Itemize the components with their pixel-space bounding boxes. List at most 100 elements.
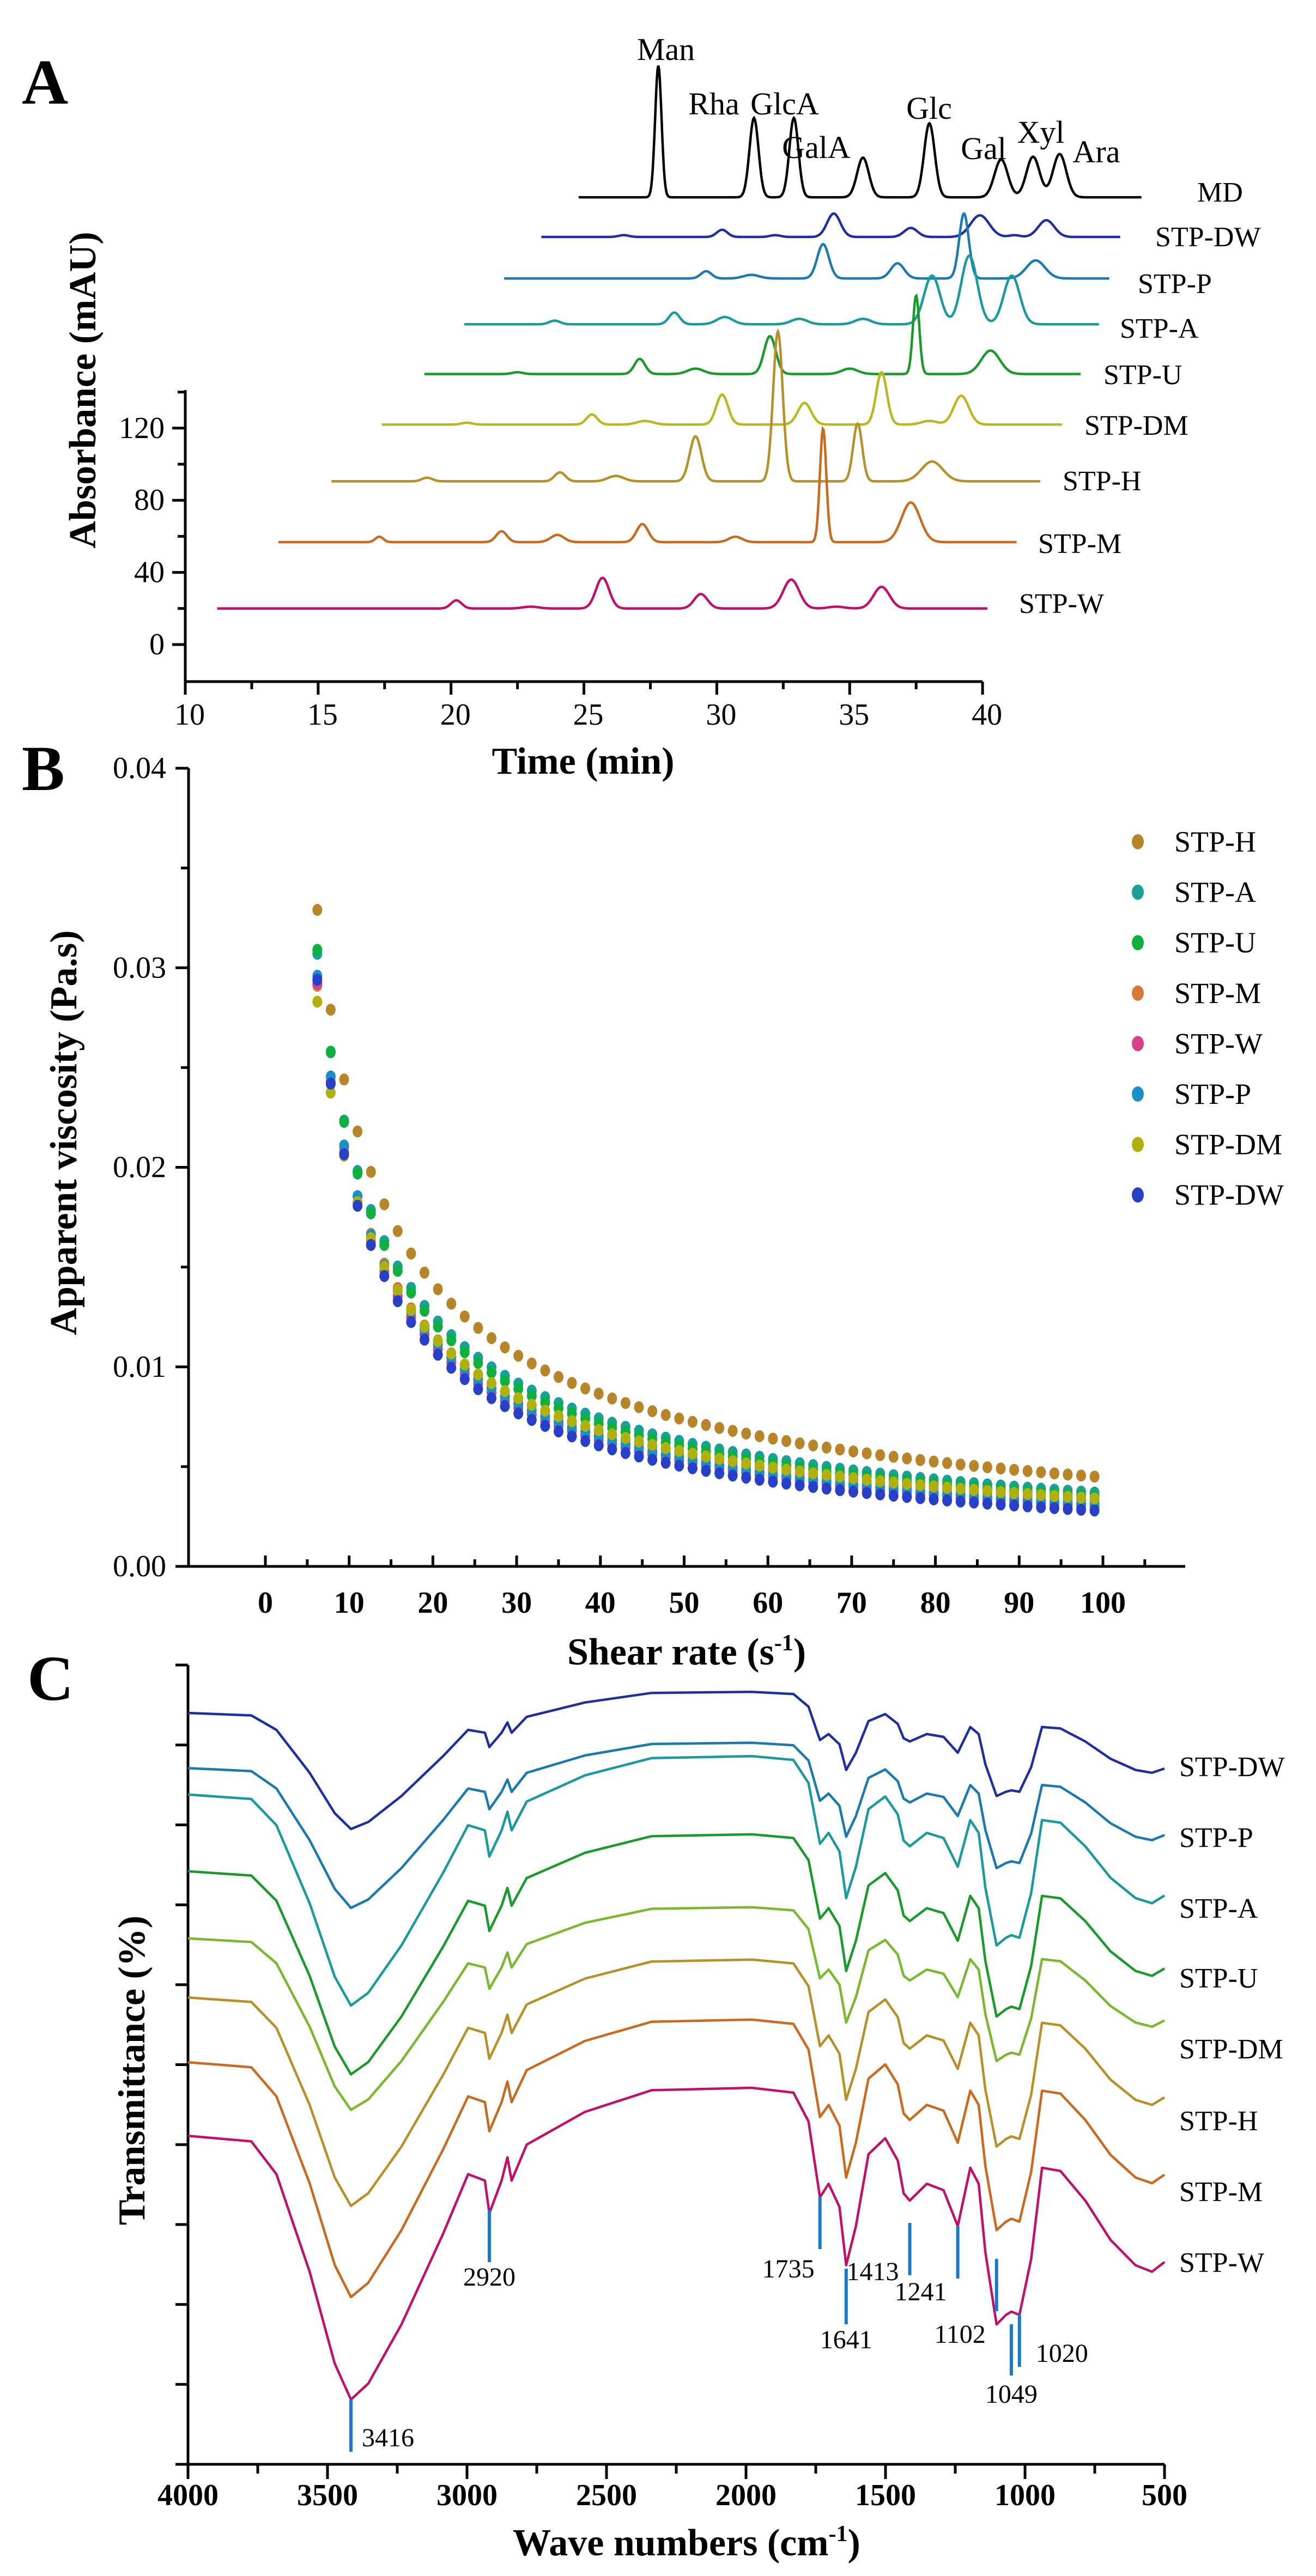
data-point — [366, 1239, 376, 1251]
chromatogram-line-stp-dm — [381, 370, 1062, 426]
data-point — [875, 1449, 886, 1461]
x-tick-label: 25 — [573, 698, 604, 732]
data-point — [647, 1438, 658, 1451]
data-point — [500, 1385, 510, 1398]
data-point — [996, 1486, 1006, 1498]
data-point — [1076, 1504, 1086, 1516]
data-point — [325, 1077, 336, 1090]
data-point — [513, 1392, 524, 1405]
data-point — [687, 1462, 698, 1474]
data-point — [353, 1125, 363, 1138]
data-point — [567, 1430, 577, 1443]
x-tick-label: 2500 — [576, 2478, 637, 2512]
data-point — [714, 1453, 725, 1465]
data-point — [754, 1473, 765, 1486]
data-point — [929, 1493, 939, 1505]
data-point — [982, 1497, 992, 1510]
data-point — [620, 1397, 630, 1409]
data-point — [379, 1261, 390, 1273]
chart-b-ylabel: Apparent viscosity (Pa.s) — [43, 930, 85, 1335]
data-point — [634, 1401, 644, 1413]
chromatogram-chart: 10 15 20 25 30 35 40 0 40 80 120 MD STP-DW STP-P STP-A… — [119, 32, 1261, 732]
data-point — [446, 1347, 457, 1360]
series-label: STP-U — [1179, 1963, 1258, 1994]
x-tick-label: 60 — [753, 1586, 783, 1620]
data-point — [526, 1399, 537, 1411]
data-point — [781, 1435, 791, 1447]
data-point — [634, 1435, 644, 1448]
data-point — [795, 1437, 805, 1450]
series-label: STP-P — [1138, 269, 1212, 300]
series-label: STP-W — [1179, 2247, 1264, 2279]
data-point — [969, 1460, 979, 1472]
data-point — [955, 1483, 966, 1495]
data-point — [848, 1445, 858, 1457]
x-tick-label: 2000 — [715, 2478, 777, 2512]
data-point — [955, 1495, 966, 1508]
chromatogram-line-stp-w — [217, 576, 987, 610]
data-point — [714, 1467, 725, 1479]
chromatogram-line-md — [578, 65, 1142, 199]
legend-marker — [1132, 884, 1144, 900]
peak-label-2920: 2920 — [463, 2263, 516, 2292]
data-point — [835, 1484, 845, 1496]
data-point — [660, 1442, 671, 1454]
data-point — [781, 1463, 791, 1476]
data-point — [593, 1424, 604, 1436]
data-point — [768, 1432, 778, 1445]
data-point — [1036, 1489, 1046, 1501]
data-point — [1022, 1488, 1033, 1500]
legend-label: STP-DW — [1174, 1178, 1284, 1211]
x-tick-label: 40 — [585, 1586, 616, 1620]
x-tick-label: 90 — [1004, 1586, 1034, 1620]
data-point — [420, 1333, 429, 1346]
chromatogram-line-stp-h — [331, 328, 1040, 483]
data-point — [312, 944, 323, 956]
data-point — [312, 995, 323, 1008]
data-point — [593, 1387, 604, 1400]
panel-label-b: B — [22, 733, 65, 804]
series-label: STP-A — [1120, 313, 1199, 344]
data-point — [554, 1410, 563, 1423]
data-point — [741, 1457, 751, 1470]
legend-label: STP-DM — [1174, 1128, 1282, 1161]
data-point — [554, 1425, 563, 1438]
data-point — [902, 1478, 912, 1490]
data-point — [969, 1484, 979, 1496]
data-point — [620, 1447, 630, 1459]
data-point — [353, 1167, 363, 1180]
data-point — [406, 1286, 416, 1299]
peak-label-man: Man — [637, 32, 695, 67]
legend-marker — [1132, 1137, 1144, 1152]
peak-label-1735: 1735 — [762, 2255, 815, 2283]
data-point — [701, 1419, 711, 1431]
chromatogram-line-stp-m — [278, 426, 1017, 544]
series-stp-a — [312, 947, 1100, 1499]
data-point — [768, 1461, 778, 1474]
data-point — [687, 1448, 698, 1460]
data-point — [1009, 1487, 1020, 1499]
data-point — [513, 1407, 524, 1420]
data-point — [942, 1457, 953, 1469]
data-point — [620, 1432, 630, 1444]
data-point — [674, 1460, 684, 1472]
panel-label-a: A — [22, 46, 68, 118]
x-tick-label: 10 — [334, 1586, 365, 1620]
data-point — [754, 1460, 765, 1472]
data-point — [446, 1334, 457, 1346]
panel-label-c: C — [27, 1643, 74, 1714]
data-point — [1009, 1463, 1020, 1476]
data-point — [888, 1450, 899, 1463]
data-point — [969, 1496, 979, 1509]
data-point — [741, 1427, 751, 1440]
data-point — [325, 1046, 336, 1058]
data-point — [325, 1086, 336, 1099]
series-label: STP-M — [1038, 528, 1121, 560]
data-point — [379, 1239, 390, 1251]
data-point — [379, 1198, 390, 1211]
data-point — [687, 1415, 698, 1428]
data-point — [862, 1447, 872, 1460]
ftir-line-stp-m — [187, 2018, 1166, 2299]
legend-marker — [1132, 1086, 1144, 1102]
peak-label-glc: Glc — [906, 90, 952, 126]
